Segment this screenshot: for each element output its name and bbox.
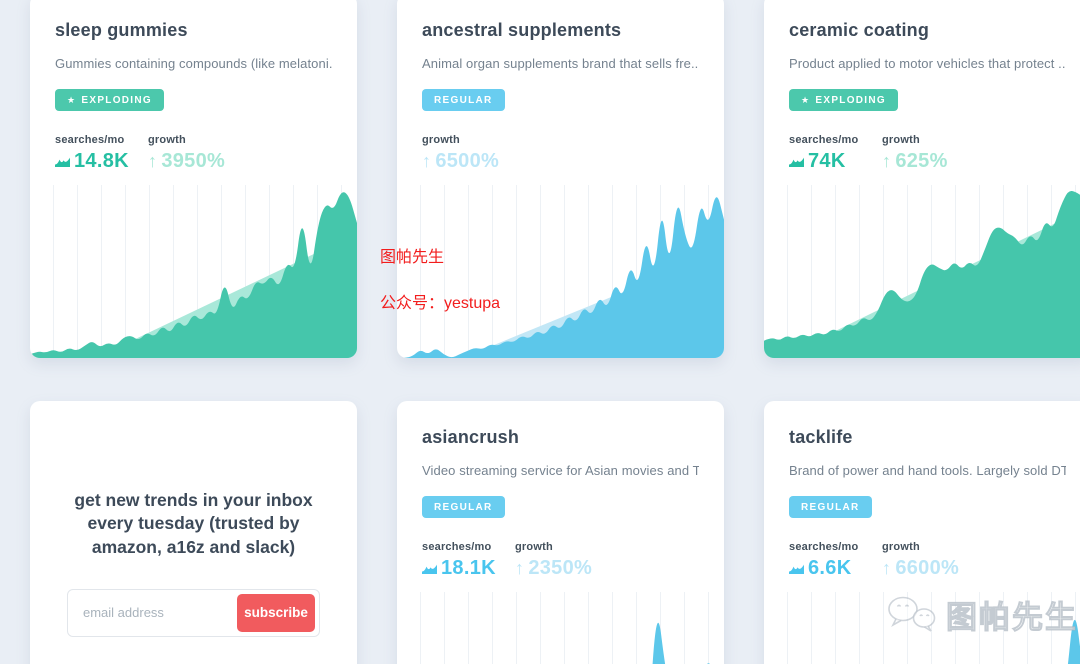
stats-row: searches/mo 6.6K growth ↑ 6600% <box>789 541 1066 580</box>
card-description: Brand of power and hand tools. Largely s… <box>789 463 1066 478</box>
card-description: Animal organ supplements brand that sell… <box>422 56 699 71</box>
trend-chart <box>397 185 724 358</box>
trend-chart <box>30 185 357 358</box>
newsletter-card: get new trends in your inbox every tuesd… <box>30 401 357 664</box>
email-form: subscribe <box>67 588 320 637</box>
wechat-icon <box>888 596 936 632</box>
mini-chart-icon <box>55 157 70 167</box>
star-icon: ★ <box>67 95 77 105</box>
stats-row: searches/mo 74K growth ↑ 625% <box>789 134 1066 173</box>
card-title[interactable]: asiancrush <box>422 427 520 447</box>
mini-chart-icon <box>789 564 804 574</box>
stat-searches: searches/mo 74K <box>789 134 859 172</box>
arrow-up-icon: ↑ <box>148 151 158 171</box>
trends-grid: sleep gummies Gummies containing compoun… <box>30 0 1080 664</box>
stat-searches: searches/mo 6.6K <box>789 541 859 579</box>
stat-growth: growth ↑ 2350% <box>515 541 593 579</box>
stats-row: searches/mo 14.8K growth ↑ 3950% <box>55 134 332 173</box>
card-description: Video streaming service for Asian movies… <box>422 463 699 478</box>
card-title[interactable]: sleep gummies <box>55 20 188 40</box>
trend-chart <box>764 592 1080 664</box>
star-icon: ★ <box>801 95 811 105</box>
status-badge-regular: REGULAR <box>422 496 505 518</box>
email-input[interactable] <box>83 589 238 636</box>
watermark-logo-corner: 图帕先生 <box>886 592 1078 637</box>
status-badge-regular: REGULAR <box>789 496 872 518</box>
card-title[interactable]: tacklife <box>789 427 853 447</box>
newsletter-heading: get new trends in your inbox every tuesd… <box>74 490 313 557</box>
card-title[interactable]: ceramic coating <box>789 20 930 40</box>
trend-card-asiancrush[interactable]: asiancrush Video streaming service for A… <box>397 401 724 664</box>
stat-searches: searches/mo 18.1K <box>422 541 496 579</box>
card-description: Product applied to motor vehicles that p… <box>789 56 1066 71</box>
trend-card-ceramic-coating[interactable]: ceramic coating Product applied to motor… <box>764 0 1080 358</box>
stat-growth: growth ↑ 6500% <box>422 134 500 172</box>
stats-row: growth ↑ 6500% <box>422 134 699 173</box>
stat-growth: growth ↑ 6600% <box>882 541 960 579</box>
mini-chart-icon <box>789 157 804 167</box>
card-title[interactable]: ancestral supplements <box>422 20 622 40</box>
watermark-text-center: 图帕先生 公众号：yestupa <box>380 249 501 312</box>
trend-chart <box>397 592 724 664</box>
trend-card-sleep-gummies[interactable]: sleep gummies Gummies containing compoun… <box>30 0 357 358</box>
stats-row: searches/mo 18.1K growth ↑ 2350% <box>422 541 699 580</box>
subscribe-button[interactable]: subscribe <box>237 593 315 632</box>
arrow-up-icon: ↑ <box>515 558 525 578</box>
mini-chart-icon <box>422 564 437 574</box>
arrow-up-icon: ↑ <box>422 151 432 171</box>
status-badge-exploding: ★ EXPLODING <box>789 89 898 111</box>
stat-growth: growth ↑ 625% <box>882 134 948 172</box>
card-description: Gummies containing compounds (like melat… <box>55 56 332 71</box>
stat-growth: growth ↑ 3950% <box>148 134 226 172</box>
trend-chart <box>764 185 1080 358</box>
trend-card-ancestral-supplements[interactable]: ancestral supplements Animal organ suppl… <box>397 0 724 358</box>
stat-searches: searches/mo 14.8K <box>55 134 129 172</box>
arrow-up-icon: ↑ <box>882 558 892 578</box>
status-badge-exploding: ★ EXPLODING <box>55 89 164 111</box>
trend-card-tacklife[interactable]: tacklife Brand of power and hand tools. … <box>764 401 1080 664</box>
arrow-up-icon: ↑ <box>882 151 892 171</box>
status-badge-regular: REGULAR <box>422 89 505 111</box>
